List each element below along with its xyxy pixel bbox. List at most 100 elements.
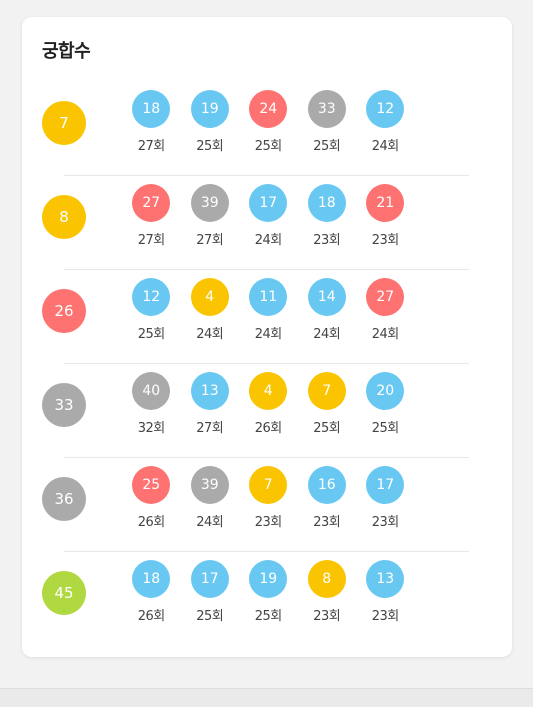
pair-number-ball: 4: [190, 278, 229, 316]
pair-count: 25회: [313, 421, 341, 436]
pair-item: 24 25회: [239, 90, 298, 154]
main-number-ball: 7: [42, 101, 86, 145]
pair-count: 23회: [254, 515, 283, 530]
pair-count: 25회: [254, 139, 283, 154]
pair-item: 12 25회: [122, 278, 181, 342]
pair-row: 7 18 27회 19 25회 24 25회 33 25회 12 24회: [22, 81, 512, 175]
pair-count: 26회: [137, 609, 166, 624]
pair-item: 18 27회: [122, 90, 181, 154]
pair-item: 8 23회: [298, 560, 357, 624]
pair-count: 27회: [137, 233, 166, 248]
pair-number-ball: 17: [190, 560, 229, 598]
pair-count: 23회: [313, 233, 341, 248]
pair-count: 23회: [313, 609, 341, 624]
pair-count: 27회: [196, 421, 224, 436]
pair-number-ball: 27: [366, 278, 405, 316]
pair-count: 23회: [371, 515, 400, 530]
pair-count: 23회: [371, 233, 400, 248]
pair-item: 33 25회: [298, 90, 357, 154]
pair-row: 45 18 26회 17 25회 19 25회 8 23회 13 23회: [22, 551, 512, 645]
pair-list: 12 25회 4 24회 11 24회 14 24회 27 24회: [122, 278, 415, 342]
pair-number-ball: 39: [190, 466, 229, 504]
pair-number-ball: 13: [190, 372, 229, 410]
pair-count: 24회: [371, 139, 400, 154]
pair-item: 39 24회: [181, 466, 240, 530]
pair-count: 25회: [196, 609, 224, 624]
pair-item: 13 27회: [181, 372, 240, 436]
pair-number-ball: 39: [190, 184, 229, 222]
pair-number-ball: 19: [249, 560, 288, 598]
pair-item: 18 23회: [298, 184, 357, 248]
pair-number-ball: 27: [132, 184, 171, 222]
pair-number-ball: 17: [249, 184, 288, 222]
pair-count: 32회: [137, 421, 166, 436]
pair-count: 23회: [371, 609, 400, 624]
pair-item: 40 32회: [122, 372, 181, 436]
pair-count: 24회: [313, 327, 341, 342]
pair-number-ball: 33: [307, 90, 346, 128]
pair-count: 25회: [313, 139, 341, 154]
main-number-ball: 45: [42, 571, 86, 615]
pair-row: 8 27 27회 39 27회 17 24회 18 23회 21 23회: [22, 175, 512, 269]
pair-item: 11 24회: [239, 278, 298, 342]
pair-item: 14 24회: [298, 278, 357, 342]
pair-item: 7 25회: [298, 372, 357, 436]
pair-item: 4 26회: [239, 372, 298, 436]
pair-number-ball: 18: [132, 90, 171, 128]
pair-numbers-card: 궁합수 7 18 27회 19 25회 24 25회 33 25회 12 24회 8 27…: [22, 17, 512, 657]
main-number-ball: 33: [42, 383, 86, 427]
pair-item: 21 23회: [356, 184, 415, 248]
pair-item: 16 23회: [298, 466, 357, 530]
pair-item: 18 26회: [122, 560, 181, 624]
pair-item: 12 24회: [356, 90, 415, 154]
pair-number-ball: 7: [307, 372, 346, 410]
pair-item: 17 24회: [239, 184, 298, 248]
pair-number-ball: 17: [366, 466, 405, 504]
pair-number-ball: 25: [132, 466, 171, 504]
pair-count: 24회: [196, 515, 224, 530]
pair-count: 26회: [137, 515, 166, 530]
pair-number-ball: 4: [249, 372, 288, 410]
pair-list: 25 26회 39 24회 7 23회 16 23회 17 23회: [122, 466, 415, 530]
pair-number-ball: 40: [132, 372, 171, 410]
pair-count: 24회: [196, 327, 224, 342]
pair-row: 26 12 25회 4 24회 11 24회 14 24회 27 24회: [22, 269, 512, 363]
pair-count: 23회: [313, 515, 341, 530]
pair-number-ball: 19: [190, 90, 229, 128]
pair-item: 25 26회: [122, 466, 181, 530]
pair-item: 20 25회: [356, 372, 415, 436]
main-number-ball: 36: [42, 477, 86, 521]
pair-list: 40 32회 13 27회 4 26회 7 25회 20 25회: [122, 372, 415, 436]
pair-count: 24회: [254, 233, 283, 248]
pair-number-ball: 18: [132, 560, 171, 598]
main-number-ball: 26: [42, 289, 86, 333]
pair-count: 27회: [137, 139, 166, 154]
pair-list: 18 26회 17 25회 19 25회 8 23회 13 23회: [122, 560, 415, 624]
pair-number-ball: 20: [366, 372, 405, 410]
pair-item: 27 24회: [356, 278, 415, 342]
pair-number-ball: 12: [132, 278, 171, 316]
pair-count: 25회: [196, 139, 224, 154]
pair-count: 25회: [137, 327, 166, 342]
pair-count: 24회: [371, 327, 400, 342]
pair-number-ball: 7: [249, 466, 288, 504]
pair-item: 19 25회: [239, 560, 298, 624]
pair-row: 36 25 26회 39 24회 7 23회 16 23회 17 23회: [22, 457, 512, 551]
pair-number-ball: 14: [307, 278, 346, 316]
pair-item: 7 23회: [239, 466, 298, 530]
pair-number-ball: 16: [307, 466, 346, 504]
main-number-ball: 8: [42, 195, 86, 239]
pair-number-ball: 21: [366, 184, 405, 222]
pair-number-ball: 12: [366, 90, 405, 128]
pair-list: 18 27회 19 25회 24 25회 33 25회 12 24회: [122, 90, 415, 154]
pair-item: 13 23회: [356, 560, 415, 624]
pair-count: 26회: [254, 421, 283, 436]
pair-number-ball: 11: [249, 278, 288, 316]
pair-count: 25회: [254, 609, 283, 624]
pair-item: 4 24회: [181, 278, 240, 342]
pair-item: 17 25회: [181, 560, 240, 624]
pair-number-ball: 24: [249, 90, 288, 128]
pair-item: 27 27회: [122, 184, 181, 248]
pair-number-ball: 13: [366, 560, 405, 598]
card-title: 궁합수: [42, 41, 91, 62]
